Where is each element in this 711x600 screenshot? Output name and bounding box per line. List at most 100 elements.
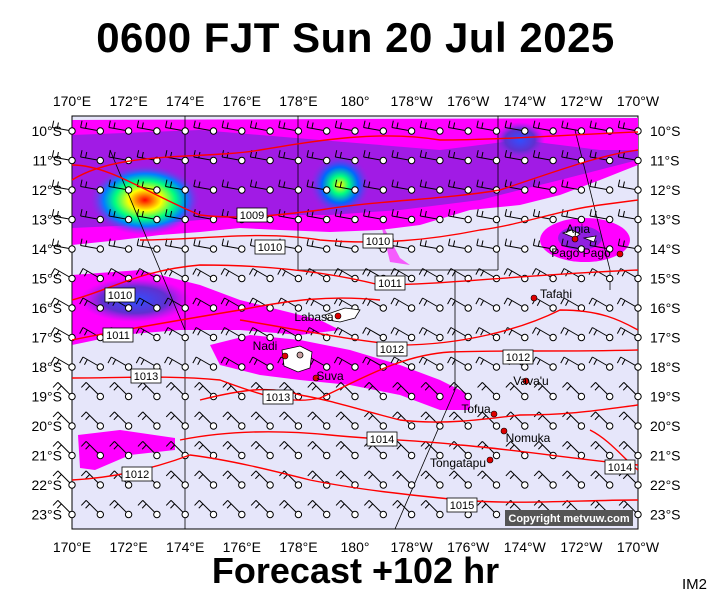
svg-text:Nomuka: Nomuka	[506, 431, 551, 445]
wind-barb	[222, 411, 246, 430]
svg-text:Tofua: Tofua	[461, 402, 491, 416]
wind-barb	[221, 120, 246, 135]
wind-barb	[165, 238, 189, 253]
wind-barb	[108, 209, 133, 224]
longitude-label: 174°W	[504, 539, 547, 555]
wind-barb	[392, 411, 416, 430]
place-labasa: Labasa	[294, 310, 342, 324]
wind-barb	[137, 411, 161, 430]
wind-barb	[194, 470, 218, 489]
svg-text:Tongatapu: Tongatapu	[430, 456, 486, 470]
wind-barb	[363, 411, 387, 430]
wind-barb	[277, 327, 303, 342]
wind-barb	[334, 179, 359, 194]
wind-barb	[306, 238, 331, 253]
wind-barb	[306, 150, 331, 165]
wind-barb	[137, 441, 161, 460]
wind-barb	[448, 179, 472, 194]
latitude-label: 19°S	[31, 389, 62, 405]
wind-barb	[165, 382, 189, 401]
latitude-label: 13°S	[31, 212, 62, 228]
wind-barb	[109, 500, 133, 519]
wind-barb	[532, 238, 557, 253]
isobar-label: 1010	[254, 239, 286, 255]
wind-barb	[164, 356, 189, 371]
longitude-label: 170°W	[617, 93, 660, 109]
wind-barb	[249, 268, 274, 283]
latitude-label: 22°S	[31, 477, 62, 493]
isobar-label: 1012	[121, 466, 153, 482]
isobar-label: 1009	[236, 207, 268, 223]
longitude-label: 178°W	[391, 93, 434, 109]
svg-text:1012: 1012	[506, 352, 530, 364]
wind-barb	[249, 150, 274, 165]
wind-barb	[618, 441, 642, 460]
wind-barb	[279, 500, 303, 519]
wind-barb	[192, 297, 218, 312]
wind-barb	[477, 500, 501, 519]
wind-barb	[562, 470, 586, 489]
wind-barb	[335, 500, 359, 519]
wind-barb	[50, 356, 76, 371]
latitude-label: 12°S	[31, 182, 62, 198]
wind-barb	[448, 382, 472, 401]
latitude-label: 10°S	[650, 123, 681, 139]
wind-barb	[418, 268, 444, 283]
wind-barb	[80, 150, 105, 165]
wind-barb	[279, 411, 303, 430]
wind-barb	[420, 411, 444, 430]
latitude-label: 17°S	[31, 330, 62, 346]
wind-barb	[79, 356, 105, 371]
latitude-label: 20°S	[31, 418, 62, 434]
svg-text:1012: 1012	[380, 344, 404, 356]
wind-barb	[222, 470, 246, 489]
wind-barb	[135, 297, 161, 312]
wind-barb	[335, 411, 359, 430]
wind-barb	[532, 179, 557, 194]
wind-barb	[476, 238, 501, 253]
wind-barb	[504, 238, 529, 253]
wind-barb	[249, 356, 274, 371]
wind-barb	[617, 238, 642, 253]
wind-barb	[80, 238, 105, 253]
wind-barb	[165, 179, 189, 194]
wind-barb	[305, 297, 331, 312]
wind-barb	[306, 179, 331, 194]
wind-barb	[51, 238, 76, 253]
copyright-text: Copyright metvuw.com	[508, 513, 629, 525]
wind-barb	[589, 179, 614, 194]
wind-barb	[420, 382, 444, 401]
wind-barb	[447, 297, 472, 312]
wind-barb	[391, 209, 416, 224]
wind-barb	[250, 500, 274, 519]
wind-barb	[505, 470, 529, 489]
wind-barb	[249, 297, 274, 312]
wind-barb	[419, 209, 444, 224]
wind-barb	[418, 356, 444, 371]
latitude-label: 14°S	[650, 241, 681, 257]
wind-barb	[80, 179, 105, 194]
isobar-label: 1010	[104, 287, 136, 303]
wind-barb	[505, 382, 529, 401]
svg-text:Labasa: Labasa	[294, 310, 334, 324]
latitude-label: 12°S	[650, 182, 681, 198]
longitude-label: 170°E	[53, 93, 91, 109]
isobar-label: 1014	[604, 459, 636, 475]
longitude-label: 172°W	[560, 539, 603, 555]
wind-barb	[249, 179, 274, 194]
latitude-label: 18°S	[650, 359, 681, 375]
wind-barb	[363, 120, 387, 135]
wind-barb	[193, 238, 218, 253]
longitude-label: 176°E	[223, 539, 261, 555]
svg-text:Pago Pago: Pago Pago	[551, 246, 611, 260]
wind-barb	[279, 441, 303, 460]
place-tongatapu: Tongatapu	[430, 456, 494, 470]
svg-text:1015: 1015	[450, 500, 474, 512]
wind-barb	[79, 297, 105, 312]
svg-text:1014: 1014	[608, 462, 632, 474]
wind-barb	[561, 120, 586, 135]
wind-barb	[476, 150, 501, 165]
isobar-label: 1011	[374, 275, 406, 291]
wind-barb	[363, 470, 387, 489]
wind-barb	[477, 470, 501, 489]
